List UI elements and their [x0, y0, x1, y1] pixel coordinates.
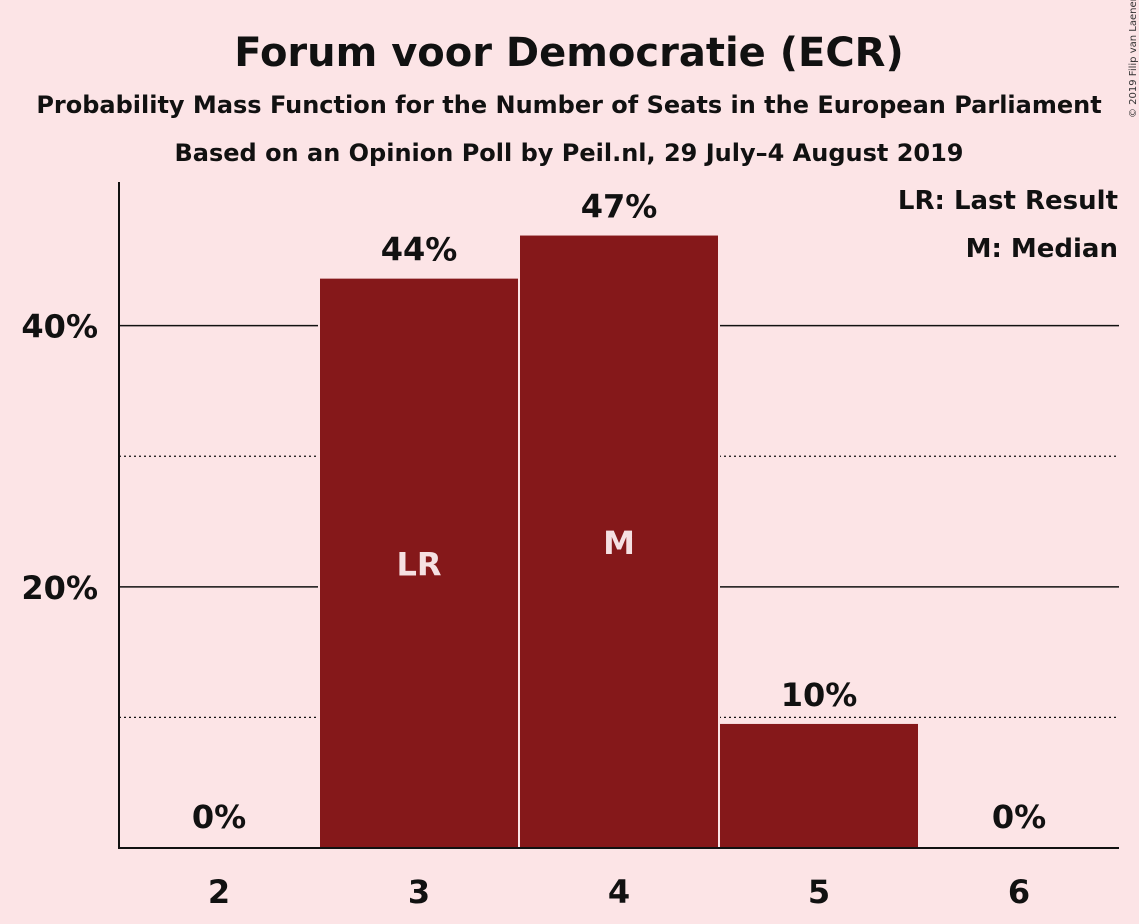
legend-last-result: LR: Last Result — [898, 186, 1118, 216]
bar-seats-5 — [720, 723, 918, 848]
data-labels: 0% 44% LR 47% M 10% 0% — [192, 188, 1046, 836]
chart-subtitle: Probability Mass Function for the Number… — [36, 91, 1101, 119]
copyright-note: © 2019 Filip van Laenen — [1128, 0, 1139, 118]
value-label: 10% — [781, 676, 858, 714]
bar-seats-4 — [520, 235, 718, 848]
x-tick-label: 5 — [808, 873, 830, 911]
x-tick-label: 3 — [408, 873, 430, 911]
x-tick-label: 2 — [208, 873, 230, 911]
bar-marker-label: M — [603, 524, 635, 562]
chart-subtitle-source: Based on an Opinion Poll by Peil.nl, 29 … — [174, 139, 963, 167]
value-label: 0% — [992, 798, 1046, 836]
value-label: 47% — [581, 188, 658, 226]
bar-marker-label: LR — [396, 545, 441, 583]
axis-ticks: 20% 40% 2 3 4 5 6 — [21, 308, 1030, 911]
legend-median: M: Median — [966, 234, 1118, 264]
chart-title: Forum voor Democratie (ECR) — [234, 30, 904, 76]
x-tick-label: 4 — [608, 873, 630, 911]
x-tick-label: 6 — [1008, 873, 1030, 911]
bars — [318, 233, 920, 849]
value-label: 44% — [381, 231, 458, 269]
y-tick-label: 40% — [21, 308, 98, 346]
bar-seats-3 — [320, 278, 518, 849]
y-tick-label: 20% — [21, 569, 98, 607]
value-label: 0% — [192, 798, 246, 836]
